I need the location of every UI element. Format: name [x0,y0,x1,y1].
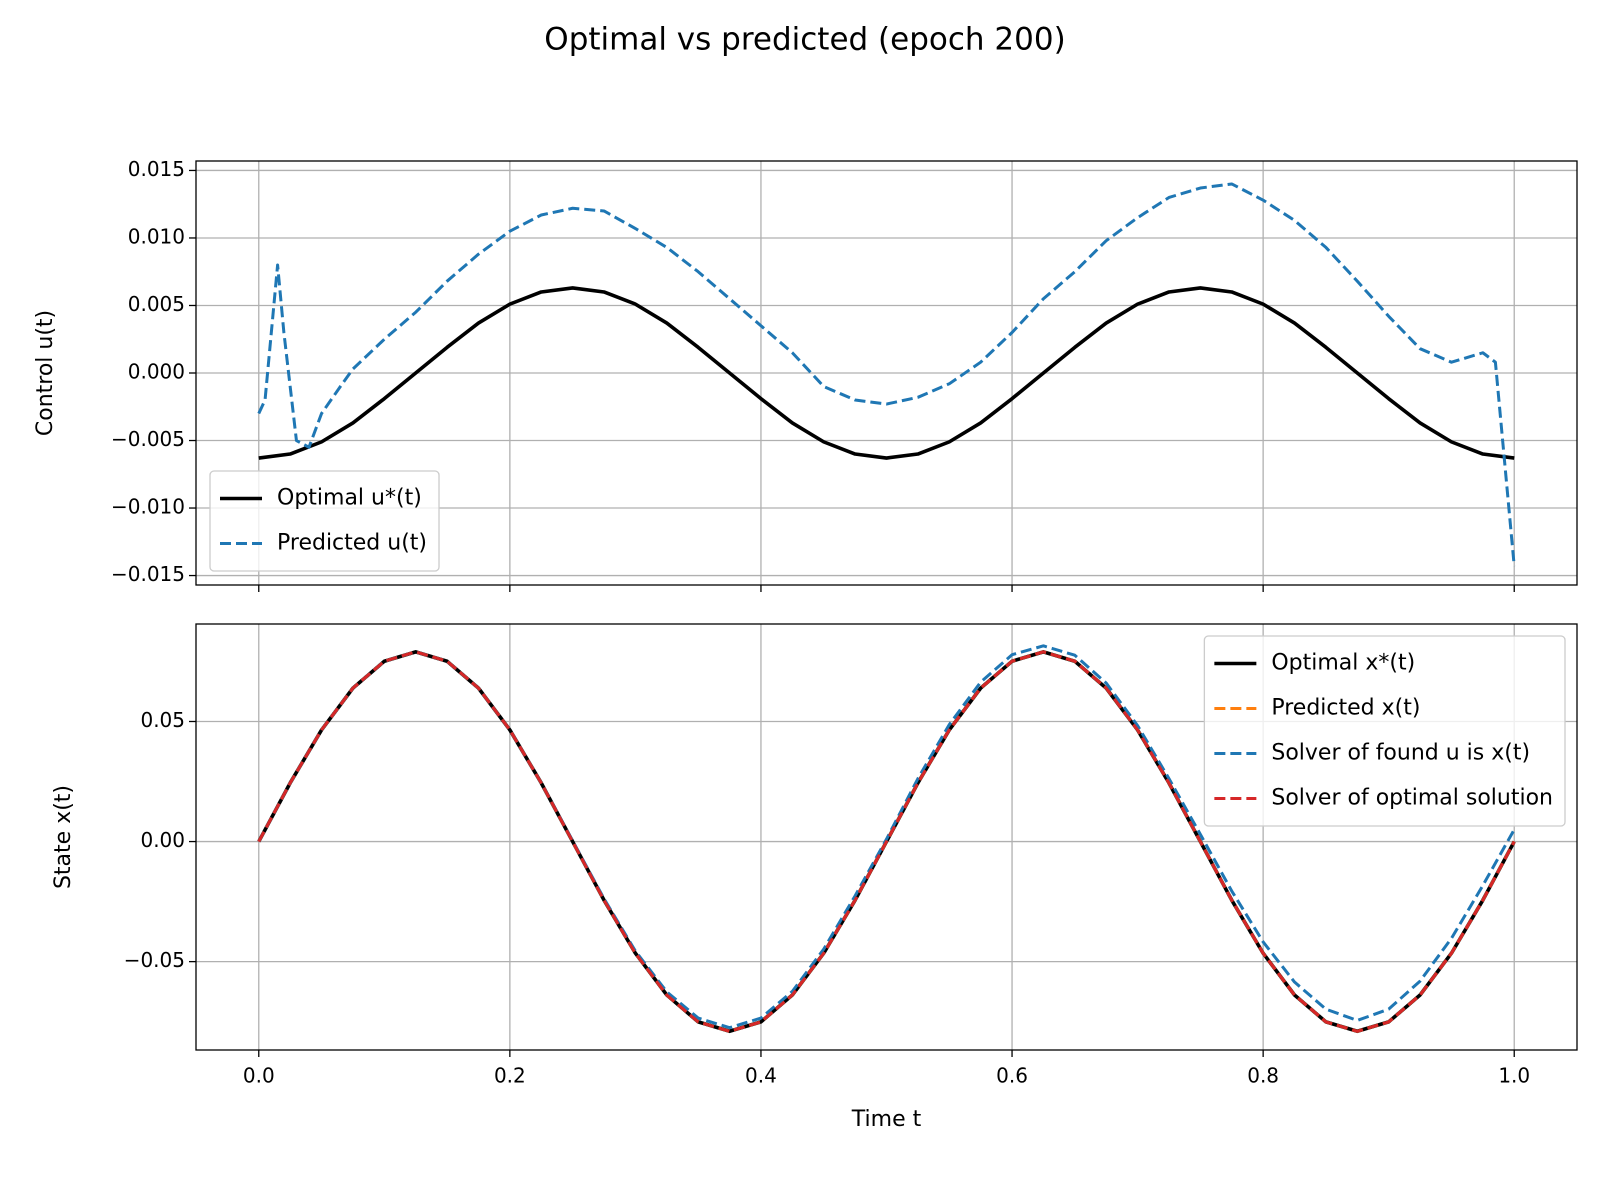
legend-entry: Predicted x(t) [1214,696,1420,721]
x-tick-label: 0.6 [996,1064,1028,1088]
legend-entry: Solver of optimal solution [1214,786,1553,811]
legend-label: Optimal u*(t) [277,486,422,511]
x-tick-label: 0.0 [243,1064,275,1088]
x-tick-label: 0.8 [1247,1064,1279,1088]
legend-entry: Predicted u(t) [220,531,427,556]
legend-label: Solver of found u is x(t) [1271,741,1530,766]
y-tick-label: 0.00 [140,828,185,852]
legend-entry: Optimal x*(t) [1214,651,1415,676]
y-tick-label: 0.005 [128,292,185,316]
series-line [257,650,1516,1033]
series-line [257,182,1516,567]
y-tick-label: 0.05 [140,708,185,732]
y-axis-label: State x(t) [51,785,76,889]
legend-entry: Optimal u*(t) [220,486,422,511]
series-line [258,286,1515,460]
legend-label: Predicted u(t) [277,531,427,556]
y-tick-label: 0.000 [128,360,185,384]
y-tick-label: −0.005 [111,427,185,451]
y-tick-label: −0.010 [111,495,185,519]
legend-label: Solver of optimal solution [1271,786,1553,811]
legend: Optimal x*(t) Predicted x(t) Solver of fou… [1203,635,1566,827]
x-axis-label: Time t [851,1107,922,1132]
y-tick-label: 0.010 [128,224,185,248]
x-tick-label: 0.4 [745,1064,777,1088]
legend-box [1203,635,1566,827]
legend-label: Predicted x(t) [1271,696,1420,721]
x-tick-label: 0.2 [494,1064,526,1088]
x-tick-label: 1.0 [1498,1064,1530,1088]
legend: Optimal u*(t) Predicted u(t) [209,470,440,572]
legend-label: Optimal x*(t) [1271,651,1415,676]
axes-frame [195,160,1578,586]
axes-frame [195,623,1578,1051]
y-axis-label: Control u(t) [33,310,58,436]
y-tick-label: 0.015 [128,157,185,181]
y-tick-label: −0.05 [124,948,185,972]
legend-box [209,470,440,572]
figure-title: Optimal vs predicted (epoch 200) [544,22,1065,58]
y-tick-label: −0.015 [111,562,185,586]
legend-entry: Solver of found u is x(t) [1214,741,1530,766]
